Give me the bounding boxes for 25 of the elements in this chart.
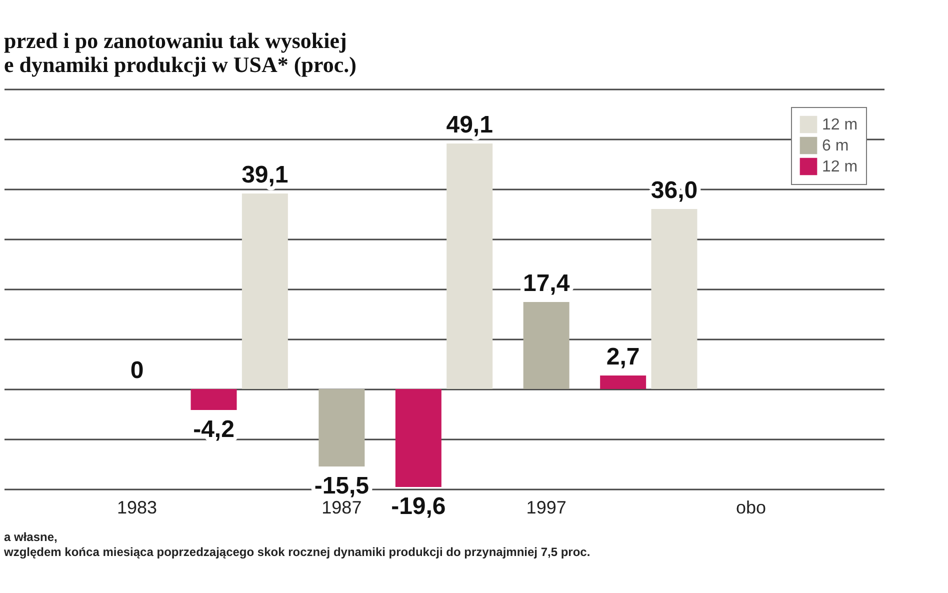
bar <box>395 389 442 487</box>
data-label: 2,7 <box>606 344 640 370</box>
bar <box>651 209 698 389</box>
data-label: 39,1 <box>242 162 288 188</box>
bar <box>523 302 570 389</box>
x-tick-label: 1997 <box>526 498 566 518</box>
bar <box>600 376 646 389</box>
legend-label: 12 m <box>822 158 858 176</box>
text: a własne, <box>4 530 58 544</box>
data-label: 49,1 <box>446 112 493 138</box>
legend-label: 6 m <box>822 138 849 154</box>
x-tick-label: obo <box>736 498 766 518</box>
bar <box>318 389 365 466</box>
data-label: 0 <box>130 357 144 384</box>
bar <box>446 144 493 389</box>
bar <box>242 194 288 389</box>
text: względem końca miesiąca poprzedzającego skok rocznej dynamiki produkcji do przynajmniej 7,5 proc. <box>3 545 590 559</box>
text: e dynamiki produkcji w USA* (proc.) <box>4 52 356 77</box>
bar <box>190 389 237 410</box>
data-label: -19,6 <box>391 493 446 520</box>
text: przed i po zanotowaniu tak wysokiej <box>4 28 347 53</box>
legend-label: 12 m <box>822 116 858 134</box>
x-tick-label: 1987 <box>322 498 362 518</box>
data-label: -4,2 <box>193 416 234 443</box>
x-tick-label: 1983 <box>117 498 158 518</box>
